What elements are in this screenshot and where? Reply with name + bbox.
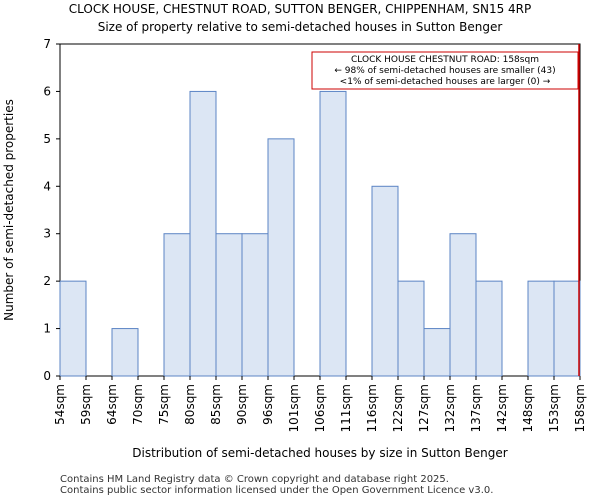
- y-tick-label: 5: [43, 132, 51, 146]
- x-tick-label: 153sqm: [547, 384, 561, 432]
- histogram-bar: [163, 233, 191, 377]
- x-tick-label: 122sqm: [391, 384, 405, 432]
- x-tick-label: 111sqm: [339, 384, 353, 432]
- y-tick-label: 1: [43, 322, 51, 336]
- chart-title: CLOCK HOUSE, CHESTNUT ROAD, SUTTON BENGE…: [68, 2, 532, 16]
- histogram-bar: [423, 328, 451, 377]
- histogram-bar: [553, 280, 581, 377]
- x-tick-label: 70sqm: [131, 384, 145, 425]
- footer-copyright: Contains HM Land Registry data © Crown c…: [60, 474, 449, 485]
- histogram-bar: [449, 233, 477, 377]
- x-tick-label: 80sqm: [183, 384, 197, 425]
- annotation-text: <1% of semi-detached houses are larger (…: [340, 77, 551, 87]
- x-tick-label: 101sqm: [287, 384, 301, 432]
- x-tick-label: 132sqm: [443, 384, 457, 432]
- x-tick-label: 96sqm: [261, 384, 275, 425]
- y-tick-label: 0: [43, 369, 51, 383]
- y-tick-label: 3: [43, 227, 51, 241]
- y-tick-label: 6: [43, 84, 51, 98]
- x-tick-label: 75sqm: [157, 384, 171, 425]
- x-tick-label: 158sqm: [573, 384, 587, 432]
- histogram-bar: [527, 280, 555, 377]
- x-tick-label: 148sqm: [521, 384, 535, 432]
- x-tick-label: 54sqm: [53, 384, 67, 425]
- x-axis-label: Distribution of semi-detached houses by …: [132, 446, 508, 460]
- histogram-bar: [319, 90, 347, 377]
- histogram-bar: [371, 185, 399, 377]
- x-tick-label: 127sqm: [417, 384, 431, 432]
- footer-licence: Contains public sector information licen…: [60, 485, 494, 496]
- y-tick-label: 2: [43, 274, 51, 288]
- y-axis-label: Number of semi-detached properties: [2, 99, 16, 321]
- histogram-bar: [267, 138, 295, 377]
- histogram-bar: [189, 90, 217, 377]
- y-tick-label: 7: [43, 37, 51, 51]
- x-tick-label: 90sqm: [235, 384, 249, 425]
- x-tick-label: 116sqm: [365, 384, 379, 432]
- y-tick-label: 4: [43, 179, 51, 193]
- histogram-bar: [111, 328, 139, 377]
- x-tick-label: 137sqm: [469, 384, 483, 432]
- histogram-bar: [397, 280, 425, 377]
- x-tick-label: 106sqm: [313, 384, 327, 432]
- chart-subtitle: Size of property relative to semi-detach…: [97, 20, 503, 34]
- annotation-text: ← 98% of semi-detached houses are smalle…: [334, 66, 555, 76]
- annotation-text: CLOCK HOUSE CHESTNUT ROAD: 158sqm: [351, 55, 539, 65]
- x-tick-label: 59sqm: [79, 384, 93, 425]
- histogram-bar: [59, 280, 87, 377]
- histogram-bar: [215, 233, 243, 377]
- histogram-bar: [475, 280, 503, 377]
- x-tick-label: 64sqm: [105, 384, 119, 425]
- x-tick-label: 85sqm: [209, 384, 223, 425]
- histogram-bar: [241, 233, 269, 377]
- annotation-box: [311, 51, 579, 90]
- x-tick-label: 142sqm: [495, 384, 509, 432]
